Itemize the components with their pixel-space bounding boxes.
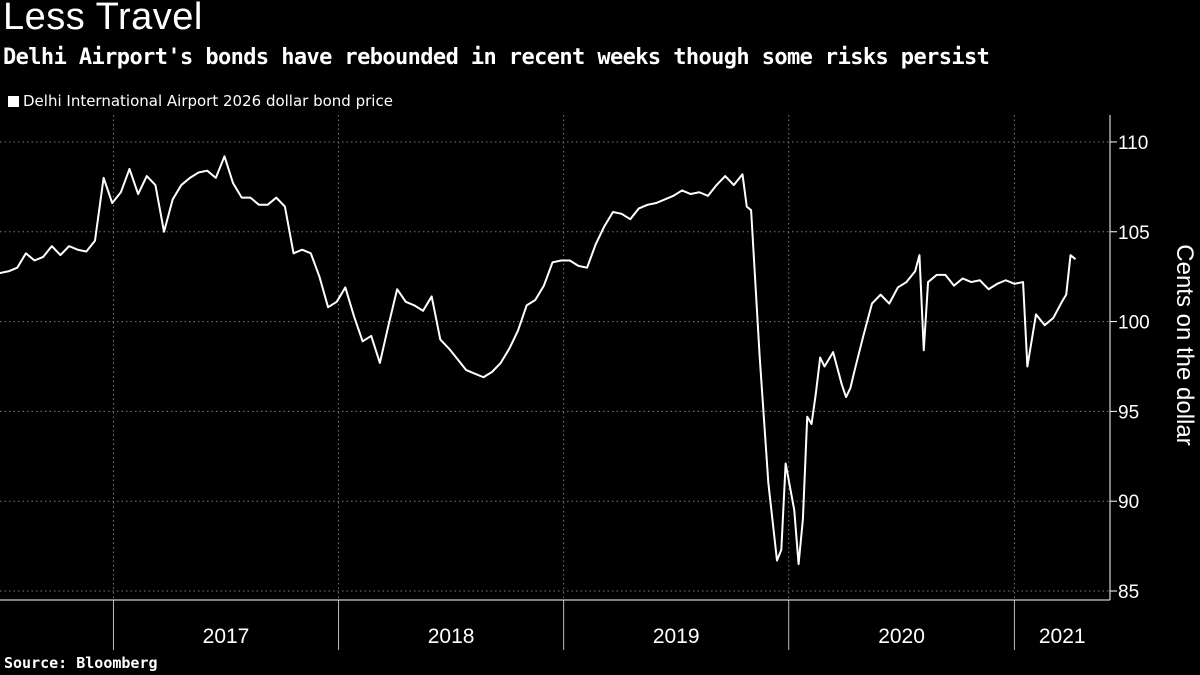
y-tick-label-85: 85	[1118, 582, 1139, 603]
x-tick-label-2019: 2019	[653, 625, 700, 648]
series-layer	[0, 155, 1076, 566]
x-tick-label-2021: 2021	[1039, 625, 1086, 648]
x-tick-label-2017: 2017	[203, 625, 250, 648]
source-note: Source: Bloomberg	[4, 654, 158, 672]
x-tick-label-2018: 2018	[428, 625, 475, 648]
x-tick-label-2020: 2020	[878, 625, 925, 648]
legend: Delhi International Airport 2026 dollar …	[8, 92, 393, 110]
legend-label: Delhi International Airport 2026 dollar …	[23, 92, 393, 110]
grid	[0, 115, 1110, 600]
y-tick-label-110: 110	[1118, 133, 1148, 154]
y-tick-label-105: 105	[1118, 223, 1150, 244]
y-tick-label-95: 95	[1118, 402, 1139, 423]
legend-swatch	[8, 95, 19, 107]
axes: 85 90 95 100 105 110 2017 2018 2019 2020 2021	[0, 115, 1150, 650]
y-tick-label-100: 100	[1118, 313, 1150, 334]
chart-title: Less Travel	[3, 0, 203, 38]
y-axis-label: Cents on the dollar	[1171, 244, 1198, 445]
y-tick-label-90: 90	[1118, 492, 1139, 513]
series-line-0	[0, 155, 1076, 566]
chart-subtitle: Delhi Airport's bonds have rebounded in …	[3, 45, 990, 70]
